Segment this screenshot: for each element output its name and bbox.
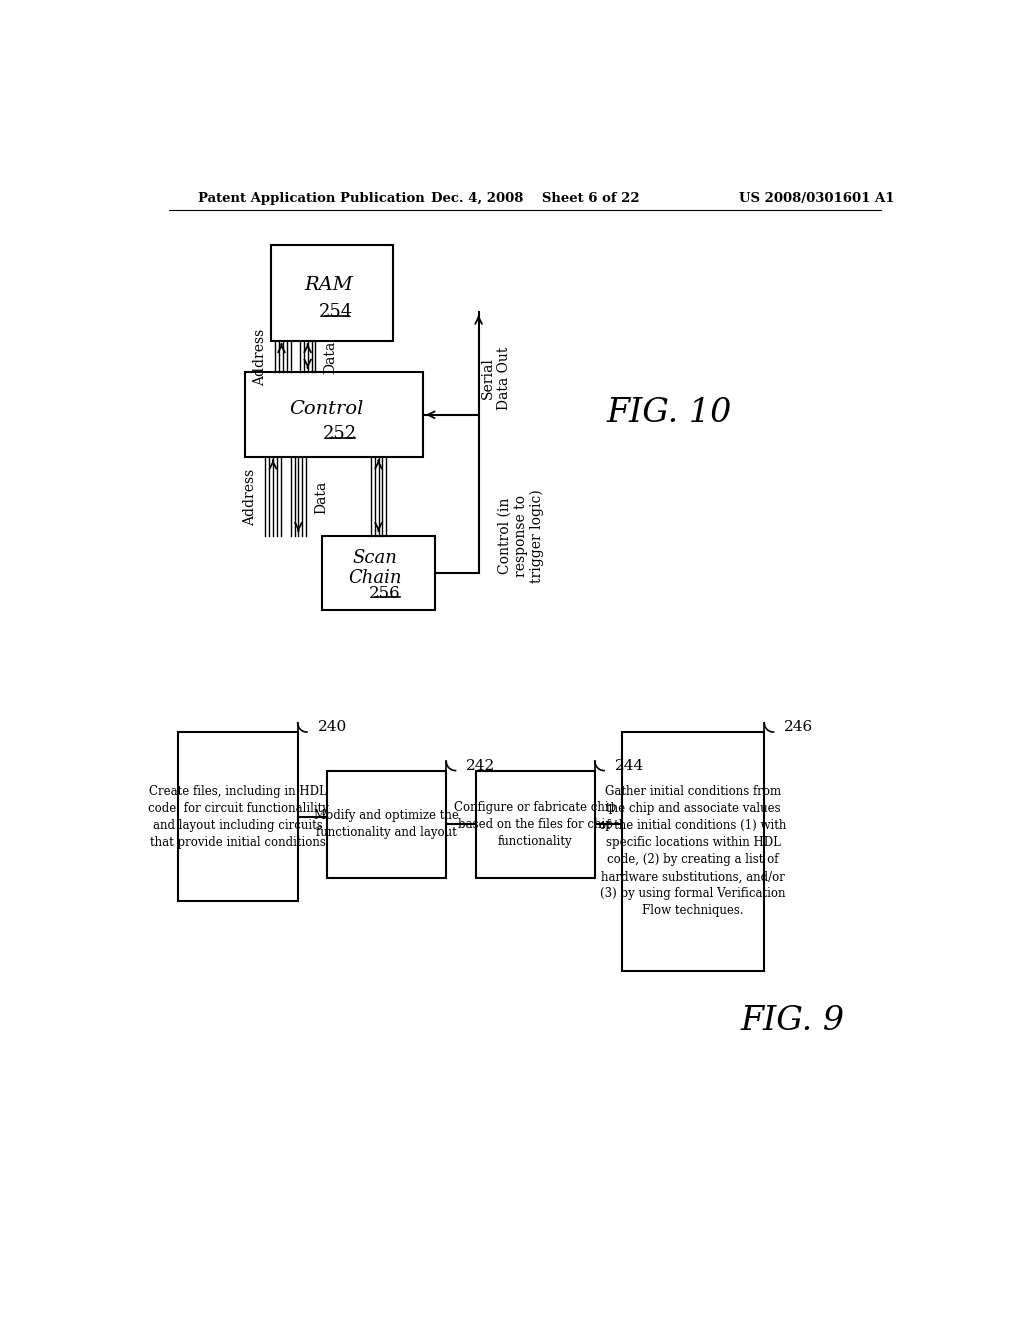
Bar [322,536,435,610]
Text: Data: Data [324,341,338,374]
Text: Gather initial conditions from
the chip and associate values
of the initial cond: Gather initial conditions from the chip … [599,785,786,917]
Text: FIG. 10: FIG. 10 [607,396,732,429]
Text: RAM: RAM [304,276,353,293]
Text: 244: 244 [614,759,644,774]
Bar [245,372,423,457]
Text: 242: 242 [466,759,496,774]
Text: 252: 252 [323,425,357,444]
Text: Patent Application Publication: Patent Application Publication [199,191,425,205]
Text: 240: 240 [317,721,347,734]
Text: Address: Address [243,469,257,525]
Text: 246: 246 [784,721,813,734]
Text: FIG. 9: FIG. 9 [740,1005,845,1036]
Bar [622,733,764,970]
Text: Dec. 4, 2008    Sheet 6 of 22: Dec. 4, 2008 Sheet 6 of 22 [431,191,639,205]
Text: Configure or fabricate chip
based on the files for chip
functionality: Configure or fabricate chip based on the… [454,801,616,847]
Text: Scan
Chain: Scan Chain [348,549,401,587]
Text: Control (in
response to
trigger logic): Control (in response to trigger logic) [498,488,545,582]
Text: Modify and optimize the
functionality and layout: Modify and optimize the functionality an… [314,809,459,840]
Text: Address: Address [253,329,267,385]
Text: 256: 256 [369,585,400,602]
Text: 254: 254 [319,304,353,321]
Bar [178,733,298,902]
Bar [327,771,446,878]
Text: Control: Control [289,400,364,418]
Text: US 2008/0301601 A1: US 2008/0301601 A1 [739,191,894,205]
Bar [271,244,393,341]
Bar [475,771,595,878]
Text: Serial
Data Out: Serial Data Out [480,346,511,409]
Text: Data: Data [314,480,329,513]
Text: Create files, including in HDL
code, for circuit functionalility
and layout incl: Create files, including in HDL code, for… [147,785,329,849]
